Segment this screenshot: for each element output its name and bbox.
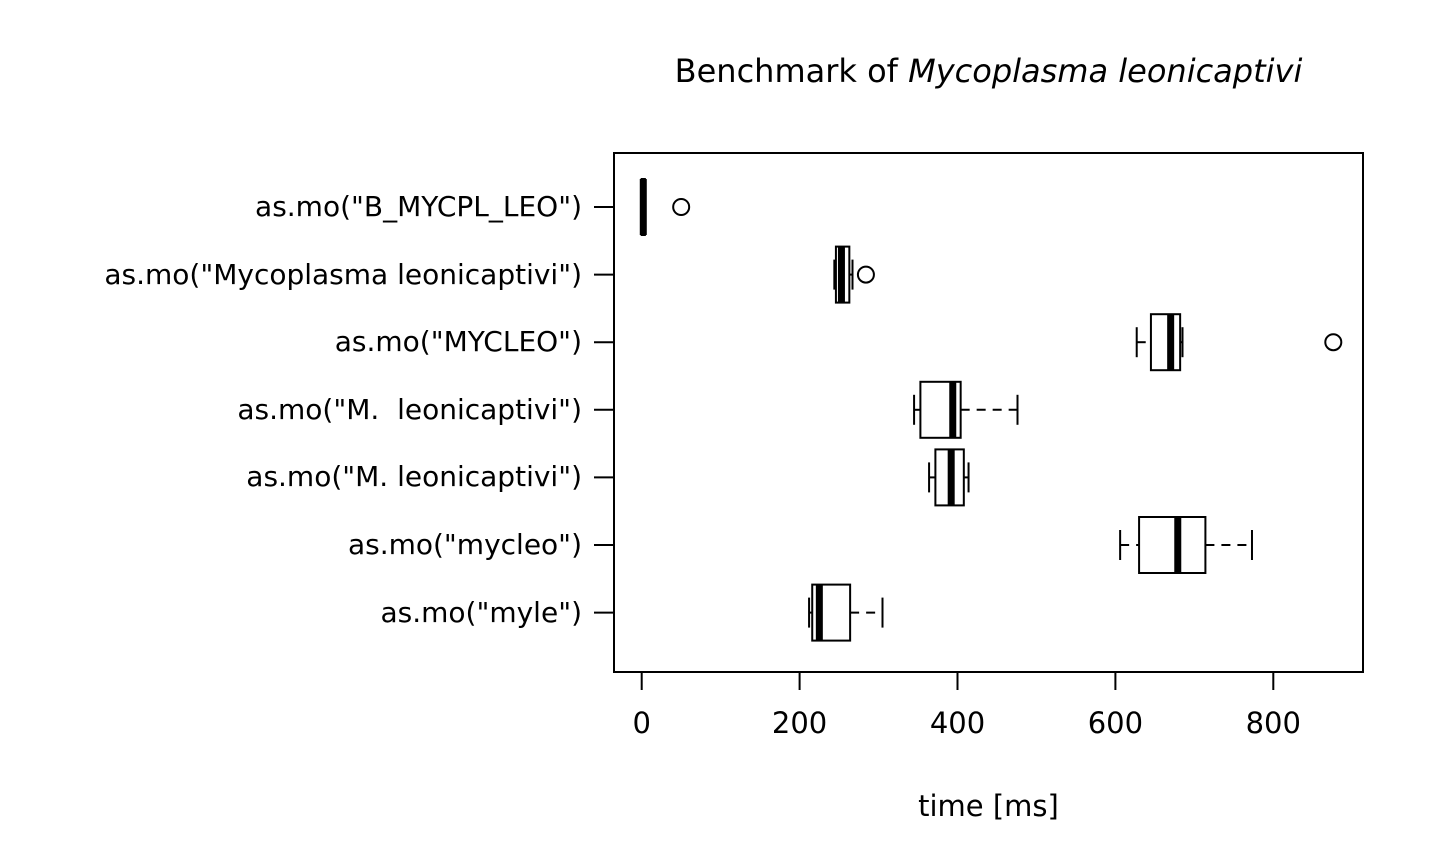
median-line: [947, 449, 955, 506]
box: [1149, 313, 1182, 372]
y-axis-label: as.mo("myle"): [380, 595, 582, 629]
median-line: [949, 381, 957, 438]
y-axis-label: as.mo("B_MYCPL_LEO"): [255, 190, 582, 223]
median-line: [1174, 517, 1182, 573]
x-tick-label: 600: [1087, 706, 1144, 740]
median-line: [639, 179, 647, 235]
y-axis-label: as.mo("Mycoplasma leonicaptivi"): [104, 257, 582, 291]
x-tick-label: 0: [632, 706, 651, 740]
y-axis-label: as.mo("M. leonicaptivi"): [237, 392, 582, 426]
x-tick-label: 800: [1245, 706, 1301, 740]
chart-title: Benchmark of Mycoplasma leonicaptivi: [614, 53, 1363, 89]
outlier-point: [672, 198, 691, 216]
x-tick-label: 400: [929, 706, 986, 740]
y-axis-label: as.mo("MYCLEO"): [334, 325, 582, 359]
chart-title-prefix: Benchmark of: [674, 52, 909, 90]
chart-title-species: Mycoplasma leonicaptivi: [908, 52, 1303, 90]
median-line: [815, 584, 823, 641]
plot-frame: [613, 152, 1364, 673]
x-axis-title: time [ms]: [918, 789, 1059, 823]
outlier-point: [1324, 333, 1343, 352]
x-tick-label: 200: [771, 706, 828, 740]
outlier-point: [856, 265, 875, 284]
median-line: [837, 246, 845, 303]
median-line: [1167, 314, 1175, 371]
y-axis-label: as.mo("mycleo"): [347, 528, 582, 561]
y-axis-label: as.mo("M. leonicaptivi"): [246, 460, 582, 494]
box: [1138, 516, 1207, 574]
